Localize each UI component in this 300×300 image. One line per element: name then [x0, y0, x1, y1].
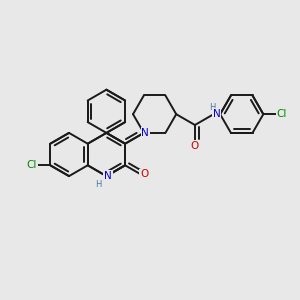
- Text: N: N: [141, 128, 149, 138]
- Text: Cl: Cl: [277, 109, 287, 119]
- Text: O: O: [191, 141, 199, 151]
- Text: O: O: [140, 169, 148, 179]
- Text: N: N: [104, 171, 112, 181]
- Text: H: H: [209, 103, 215, 112]
- Text: H: H: [95, 180, 101, 189]
- Text: N: N: [213, 109, 220, 119]
- Text: Cl: Cl: [27, 160, 37, 170]
